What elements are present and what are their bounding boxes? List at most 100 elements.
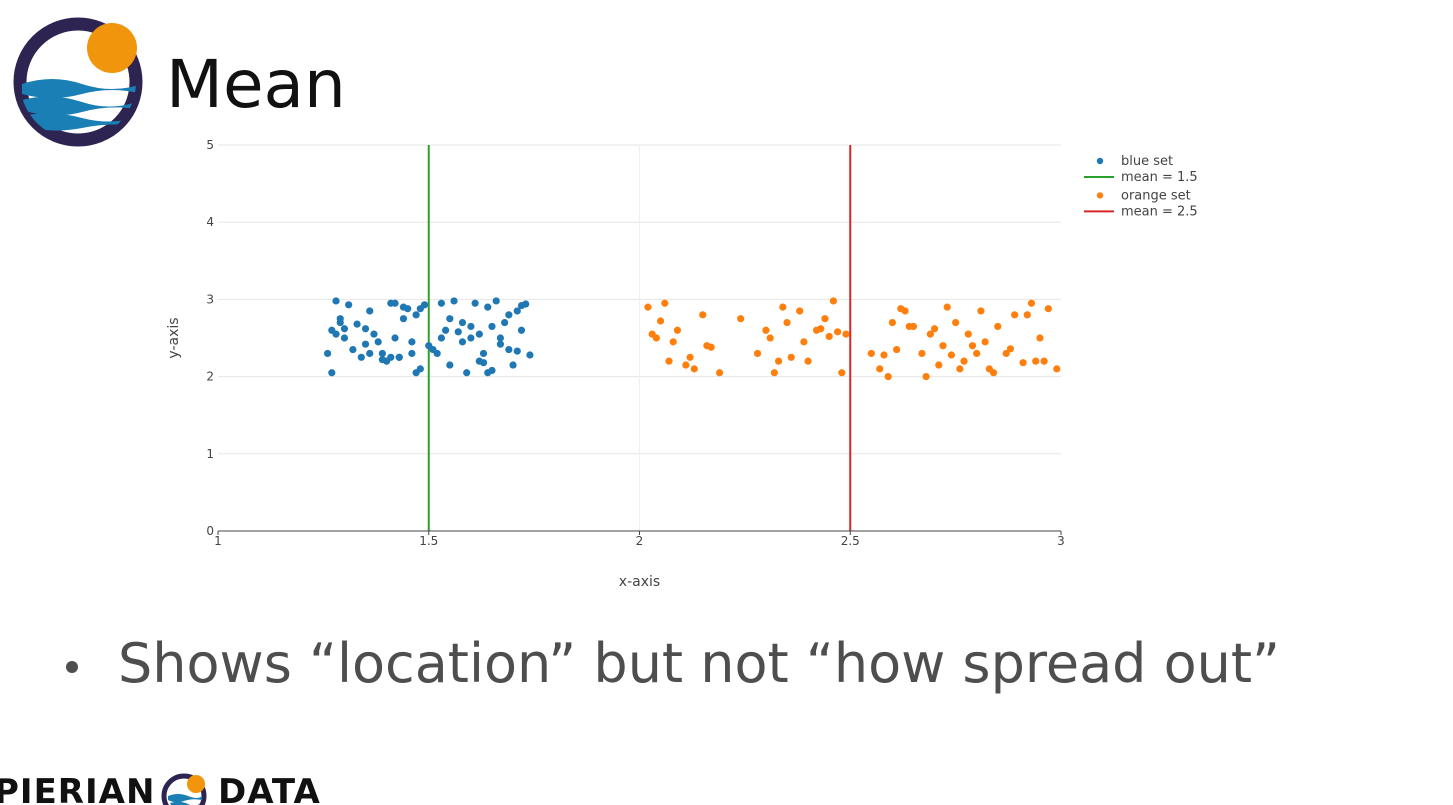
data-point [387,353,395,361]
slide-title: Mean [166,46,346,123]
data-point [800,338,808,346]
data-point [796,307,804,315]
data-point [952,318,960,327]
x-axis-title: x-axis [619,574,660,590]
data-point [522,300,530,308]
data-point [366,349,374,358]
data-point [484,303,492,311]
data-point [1002,349,1010,358]
data-point [442,326,450,334]
data-point [479,349,488,358]
data-point [770,369,778,377]
data-point [867,349,875,358]
data-point [829,297,837,305]
data-point [467,322,475,331]
y-tick-label: 3 [206,292,214,306]
data-point [429,345,437,354]
y-tick-label: 0 [206,524,214,538]
data-point [1011,311,1019,319]
data-point [496,334,505,342]
footer-logo-icon [161,773,207,805]
data-point [661,299,669,307]
data-point [475,330,483,338]
data-point [361,325,370,333]
data-point [673,326,682,334]
data-point [454,328,462,336]
data-point [669,338,677,346]
data-point [888,318,897,327]
x-tick-label: 1.5 [419,534,438,548]
data-point [1044,305,1052,313]
bullet-point: Shows “location” but not “how spread out… [66,632,1280,695]
data-point [416,365,424,373]
data-point [893,345,901,354]
data-point [774,357,783,365]
data-point [357,353,365,361]
data-point [737,315,745,323]
data-point [821,315,829,323]
data-point [783,318,791,327]
mean-line-layer [427,145,852,531]
data-point [686,353,694,361]
data-point [648,330,656,338]
data-point [960,357,968,365]
data-point [682,361,690,369]
data-point [989,369,998,377]
data-point [408,349,416,358]
data-point [977,307,985,315]
legend-point-marker [1096,157,1104,165]
data-point [467,334,475,342]
data-point [943,303,951,311]
data-point [656,317,665,325]
data-point [935,361,943,369]
y-axis-title: y-axis [166,317,182,358]
legend-label: mean = 1.5 [1121,170,1198,185]
data-point [897,305,905,313]
footer-brand: PIERIAN DATA [0,768,360,805]
x-tick-label: 1 [214,534,222,548]
data-point [492,297,500,305]
data-point [1032,357,1040,365]
data-point [994,322,1002,331]
data-point [766,334,774,342]
data-point [416,305,424,313]
data-point [834,328,842,336]
data-point [918,349,926,358]
data-point [501,318,509,327]
data-point [779,303,787,311]
data-point [699,311,707,319]
data-point [526,351,534,359]
data-point [471,299,479,307]
data-point [446,315,454,323]
x-tick-label: 3 [1057,534,1065,548]
data-point [842,330,850,338]
data-point [1040,357,1048,365]
data-point [838,369,846,377]
data-point [703,342,711,350]
data-point [340,325,349,333]
data-point [378,356,386,364]
data-point [437,334,445,342]
footer-brand-word-1: PIERIAN [0,772,156,805]
data-point [328,369,336,377]
data-point [361,340,370,348]
data-point [412,311,420,319]
data-point [505,311,513,319]
data-point [395,353,403,361]
pierian-logo-icon [13,17,143,147]
data-point [378,349,386,358]
data-point [956,365,964,373]
bullet-text: Shows “location” but not “how spread out… [118,632,1281,695]
y-tick-label: 2 [206,370,214,384]
data-point [930,325,939,333]
data-point [947,351,956,359]
legend-label: mean = 2.5 [1121,204,1198,219]
data-point [981,338,989,346]
y-tick-label: 5 [206,138,214,152]
data-point [787,353,795,361]
legend-label: orange set [1121,188,1191,203]
data-point [1019,359,1027,367]
